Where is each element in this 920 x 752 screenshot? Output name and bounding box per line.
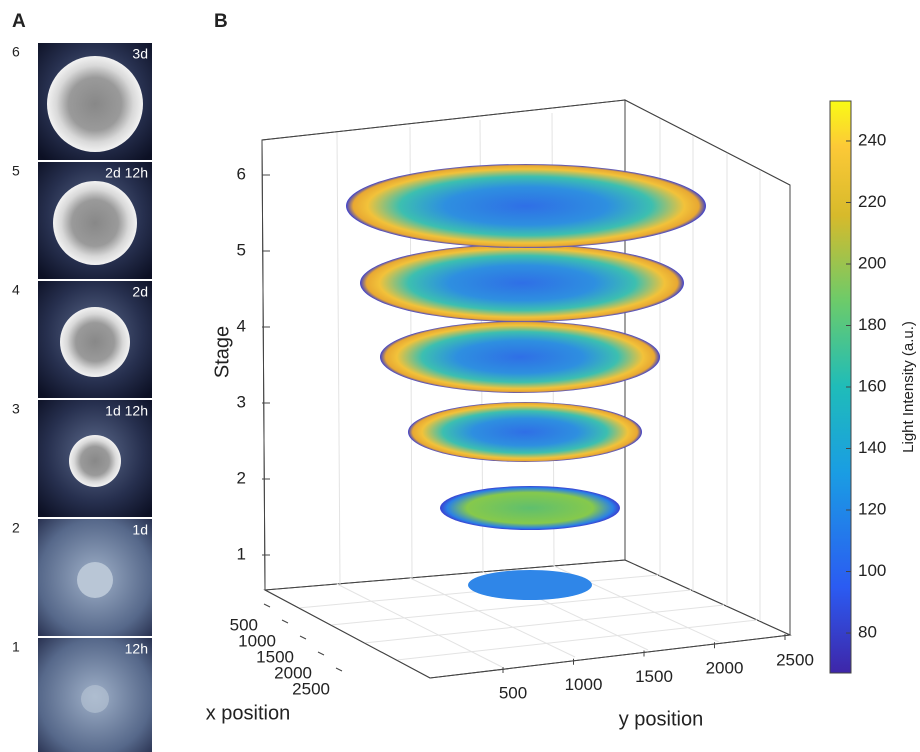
stage-label: 2 <box>12 520 20 536</box>
x-tick <box>300 636 306 639</box>
x-tick-label: 2500 <box>292 679 330 698</box>
colony <box>69 435 121 487</box>
colony <box>81 685 109 713</box>
x-tick <box>282 620 288 623</box>
stage-label: 6 <box>12 44 20 60</box>
panel-label: B <box>214 11 228 32</box>
time-label: 1d 12h <box>105 403 148 419</box>
panel-label: A <box>12 11 26 32</box>
colorbar-tick-label: 200 <box>858 253 886 272</box>
colorbar-tick-label: 240 <box>858 130 886 149</box>
z-tick-label: 3 <box>237 392 246 411</box>
x-tick <box>264 604 270 607</box>
colorbar-tick-label: 80 <box>858 623 877 642</box>
x-tick <box>336 668 342 671</box>
colorbar-tick-label: 180 <box>858 315 886 334</box>
time-label: 2d 12h <box>105 165 148 181</box>
x-axis-label: x position <box>206 702 291 724</box>
colony <box>47 56 143 152</box>
colorbar-tick-label: 160 <box>858 376 886 395</box>
stage-label: 1 <box>12 639 20 655</box>
stage-label: 5 <box>12 163 20 179</box>
time-label: 12h <box>125 641 148 657</box>
y-tick-label: 1000 <box>565 675 603 694</box>
x-tick <box>318 652 324 655</box>
time-label: 1d <box>132 522 148 538</box>
colorbar-ticks: 80 100 120 140 160 180 200 220 240 <box>846 130 886 641</box>
y-axis-label: y position <box>619 708 704 730</box>
z-tick-label: 1 <box>237 544 246 563</box>
z-tick-label: 2 <box>237 468 246 487</box>
z-tick-label: 5 <box>237 240 246 259</box>
figure: A B 6 3d 5 2d 12h 4 2d 3 1d 12h 2 1d 1 12h 1 2 3 4 5 6 50… <box>0 0 920 752</box>
y-tick-label: 2000 <box>706 659 744 678</box>
y-tick-label: 1500 <box>635 667 673 686</box>
colony <box>60 307 130 377</box>
panel-a: 6 3d 5 2d 12h 4 2d 3 1d 12h 2 1d 1 12h <box>12 43 152 752</box>
stage-label: 4 <box>12 282 20 298</box>
colorbar-tick-label: 120 <box>858 499 886 518</box>
colorbar-tick-label: 220 <box>858 192 886 211</box>
colorbar-tick-label: 140 <box>858 438 886 457</box>
z-tick-label: 4 <box>237 316 246 335</box>
time-label: 2d <box>132 284 148 300</box>
colorbar-label: Light Intensity (a.u.) <box>900 321 917 453</box>
colony <box>77 562 113 598</box>
colony <box>53 181 137 265</box>
colorbar-tick-label: 100 <box>858 561 886 580</box>
time-label: 3d <box>132 46 148 62</box>
y-tick-label: 2500 <box>776 650 814 669</box>
z-axis-label: Stage <box>211 326 233 378</box>
y-tick-label: 500 <box>499 683 527 702</box>
colony-slices <box>346 164 706 600</box>
z-tick-label: 6 <box>237 164 246 183</box>
stage-label: 3 <box>12 401 20 417</box>
